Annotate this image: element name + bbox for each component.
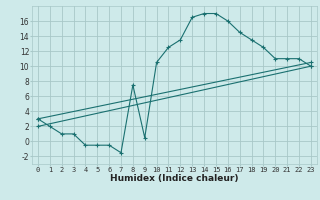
X-axis label: Humidex (Indice chaleur): Humidex (Indice chaleur) xyxy=(110,174,239,183)
